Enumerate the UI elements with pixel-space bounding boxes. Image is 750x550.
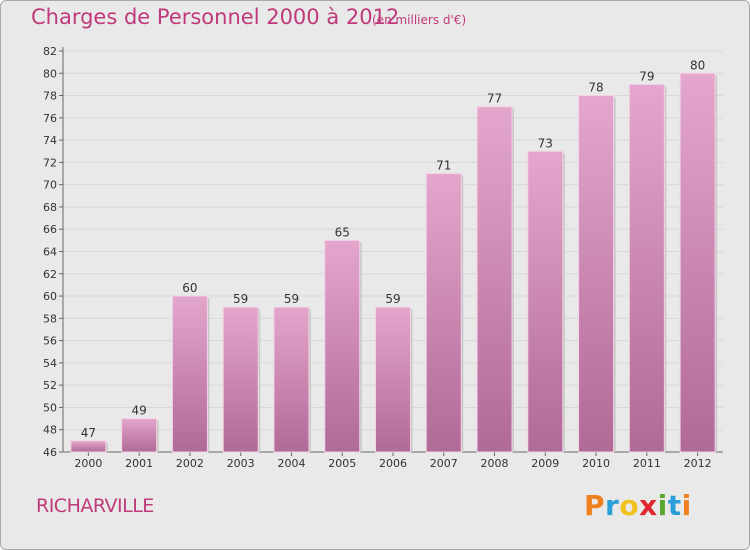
data-label: 49	[132, 404, 147, 418]
y-tick-label: 82	[43, 45, 57, 58]
y-tick-label: 78	[43, 90, 57, 103]
bars	[70, 72, 718, 453]
bar	[121, 418, 158, 453]
y-tick-label: 68	[43, 201, 57, 214]
y-tick-label: 74	[43, 134, 57, 147]
bar	[324, 239, 361, 453]
x-tick-label: 2007	[430, 457, 458, 470]
x-tick-label: 2001	[125, 457, 153, 470]
y-tick-label: 60	[43, 290, 57, 303]
data-label: 47	[81, 426, 96, 440]
x-tick-label: 2002	[176, 457, 204, 470]
y-tick-label: 48	[43, 424, 57, 437]
logo-letter: x	[639, 489, 658, 522]
y-tick-label: 64	[43, 246, 57, 259]
y-tick-label: 50	[43, 401, 57, 414]
x-tick-label: 2008	[481, 457, 509, 470]
bar	[171, 295, 208, 453]
bar	[273, 306, 310, 453]
data-label: 79	[639, 69, 654, 83]
y-tick-label: 56	[43, 335, 57, 348]
bar	[476, 106, 513, 453]
x-tick-label: 2006	[379, 457, 407, 470]
bar	[527, 150, 564, 453]
logo-letter: r	[605, 489, 620, 522]
data-label: 77	[487, 92, 502, 106]
logo-letter: i	[681, 489, 692, 522]
place-name: RICHARVILLE	[36, 495, 154, 517]
x-tick-label: 2005	[328, 457, 356, 470]
logo-letter: t	[667, 489, 682, 522]
x-tick-label: 2000	[74, 457, 102, 470]
x-tick-label: 2009	[531, 457, 559, 470]
proxiti-logo: Proxiti	[584, 489, 692, 522]
y-tick-label: 46	[43, 446, 57, 459]
data-label: 60	[182, 281, 197, 295]
bar	[375, 306, 411, 453]
chart-subtitle: (en milliers d'€)	[372, 13, 467, 27]
bar	[679, 72, 716, 453]
data-label: 59	[385, 292, 400, 306]
chart-title: Charges de Personnel 2000 à 2012	[31, 5, 400, 29]
data-label: 73	[538, 136, 553, 150]
y-tick-label: 66	[43, 223, 57, 236]
data-label: 78	[588, 81, 603, 95]
x-tick-label: 2003	[227, 457, 255, 470]
data-label: 59	[284, 292, 299, 306]
y-tick-label: 80	[43, 67, 57, 80]
x-tick-label: 2004	[277, 457, 305, 470]
x-tick-label: 2011	[633, 457, 661, 470]
logo-letter: o	[619, 489, 640, 522]
data-label: 59	[233, 292, 248, 306]
logo-letter: i	[657, 489, 668, 522]
y-tick-label: 76	[43, 112, 57, 125]
y-tick-label: 62	[43, 268, 57, 281]
data-label: 80	[690, 58, 705, 72]
y-tick-label: 52	[43, 379, 57, 392]
bar	[222, 306, 259, 453]
labels: 46 48 50 52 54 56 58 60 62 64 66 68 70 72 74 76 78 80 82 47…	[43, 45, 712, 470]
x-tick-label: 2012	[684, 457, 712, 470]
bar	[70, 440, 107, 453]
data-label: 71	[436, 159, 451, 173]
bar	[425, 173, 462, 453]
data-label: 65	[335, 225, 350, 239]
bar	[578, 95, 615, 453]
y-tick-label: 72	[43, 156, 57, 169]
x-tick-label: 2010	[582, 457, 610, 470]
bar	[628, 83, 665, 453]
y-tick-label: 54	[43, 357, 57, 370]
y-tick-label: 58	[43, 312, 57, 325]
logo-letter: P	[584, 489, 606, 522]
y-tick-label: 70	[43, 179, 57, 192]
